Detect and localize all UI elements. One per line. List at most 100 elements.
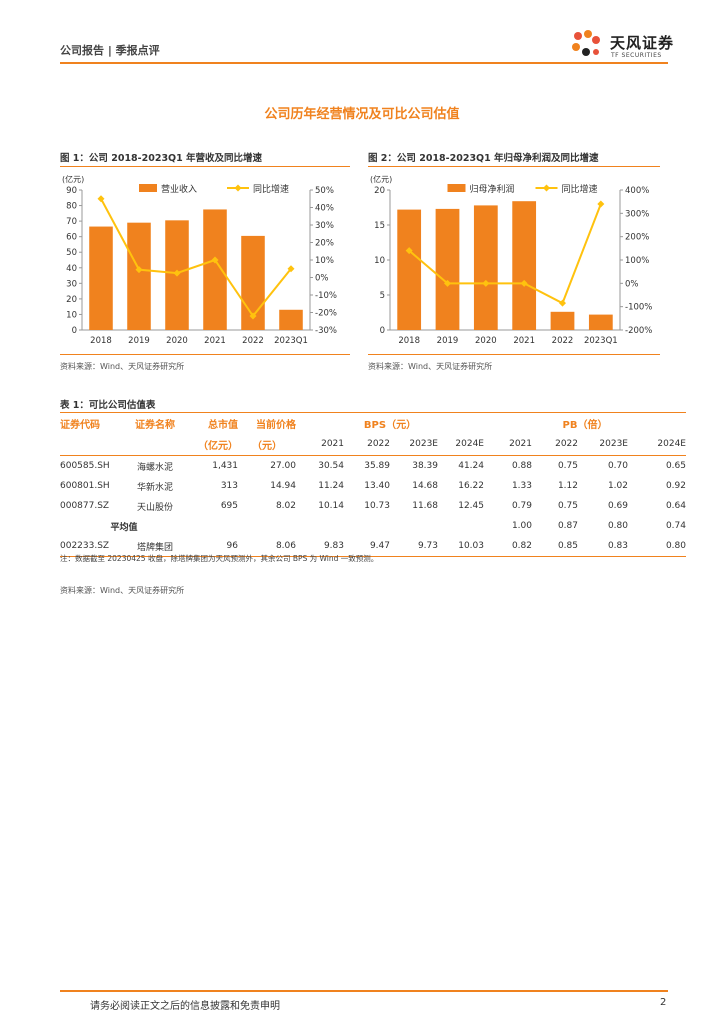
- bar: [89, 226, 113, 330]
- table-cell: 0.82: [484, 536, 532, 557]
- y2-tick-label: -200%: [625, 326, 652, 336]
- growth-line: [100, 198, 292, 318]
- table-cell: 海螺水泥: [122, 455, 188, 476]
- page-header: 公司报告 | 季报点评: [60, 38, 668, 62]
- brand-sub: TF SECURITIES: [611, 52, 662, 59]
- growth-point: [520, 279, 528, 287]
- th-year: 2022: [367, 439, 390, 449]
- x-tick-label: 2022: [242, 336, 264, 346]
- avg-value: 0.74: [665, 521, 686, 531]
- x-tick-label: 2020: [475, 336, 497, 346]
- bar: [203, 209, 227, 330]
- tf-logo-icon: [572, 30, 600, 56]
- y2-tick-label: 50%: [315, 186, 334, 196]
- table-cell: 8.06: [238, 536, 296, 557]
- report-type: 公司报告 | 季报点评: [60, 44, 160, 57]
- table-cell: 1.02: [607, 481, 628, 491]
- table-cell: 600585.SH: [60, 455, 122, 476]
- table-cell: 9.73: [390, 536, 438, 557]
- y-tick-label: 80: [66, 202, 77, 212]
- fig1-title: 图 1：公司 2018-2023Q1 年营收及同比增速: [60, 153, 263, 164]
- x-tick-label: 2023Q1: [584, 336, 618, 346]
- bar: [397, 209, 422, 330]
- th-price-unit: （元）: [252, 440, 282, 452]
- table-cell: 38.39: [390, 455, 438, 476]
- avg-label: 平均值: [110, 522, 138, 533]
- y-tick-label: 0: [72, 326, 77, 336]
- y-tick-label: 90: [66, 186, 77, 196]
- table-cell: 0.64: [665, 501, 686, 511]
- table-cell: 0.69: [607, 501, 628, 511]
- table-cell: 16.22: [458, 481, 484, 491]
- table-cell: 14.94: [270, 481, 296, 491]
- table-cell: 313: [220, 481, 238, 491]
- th-mcap-unit: （亿元）: [198, 440, 238, 452]
- table-cell: 天山股份: [136, 502, 173, 513]
- table-cell: 塔牌集团: [122, 536, 188, 557]
- table-cell: 0.75: [532, 455, 578, 476]
- table-cell: 0.70: [578, 455, 628, 476]
- legend-line-marker: [234, 184, 242, 192]
- x-tick-label: 2022: [552, 336, 574, 346]
- table-source: 资料来源：Wind、天风证券研究所: [60, 586, 185, 595]
- y-tick-label: 15: [374, 221, 385, 231]
- y-unit-label: (亿元): [62, 174, 84, 184]
- table-cell: 9.83: [296, 536, 344, 557]
- table-cell: 27.00: [238, 455, 296, 476]
- growth-point: [444, 279, 451, 287]
- table-cell: 30.54: [296, 455, 344, 476]
- table-cell: 0.83: [578, 536, 628, 557]
- growth-line: [408, 203, 602, 305]
- th-year: 2023E: [409, 439, 438, 449]
- y2-tick-label: 10%: [315, 256, 334, 266]
- y-tick-label: 10: [374, 256, 385, 266]
- table-cell: 0.85: [532, 536, 578, 557]
- table-row: 600801.SH 华新水泥 313 14.94 11.24 13.40 14.68 16.2…: [60, 476, 686, 496]
- table-cell: 0.80: [628, 536, 686, 557]
- table-row-average: 平均值 1.00 0.87 0.80 0.74: [60, 516, 686, 536]
- table-row: 000877.SZ 天山股份 695 8.02 10.14 10.73 11.68 12.45…: [60, 496, 686, 516]
- bar: [512, 201, 537, 330]
- valuation-table: 证券代码 证券名称 总市值 当前价格 BPS（元） PB（倍） （亿元） （元）…: [60, 413, 686, 557]
- y-unit-label: (亿元): [370, 174, 392, 184]
- growth-point: [249, 312, 257, 320]
- y2-tick-label: 100%: [625, 256, 649, 266]
- x-tick-label: 2021: [513, 336, 535, 346]
- y-tick-label: 0: [380, 326, 385, 336]
- bar: [550, 311, 575, 330]
- y-tick-label: 40: [66, 264, 77, 274]
- y2-tick-label: 400%: [625, 186, 649, 196]
- page-number: 2: [660, 997, 667, 1008]
- y2-tick-label: 0%: [315, 274, 329, 284]
- growth-point: [482, 279, 490, 287]
- table-cell: 0.79: [511, 501, 532, 511]
- growth-point: [135, 266, 143, 274]
- x-tick-label: 2018: [90, 336, 112, 346]
- legend-line-label: 同比增速: [562, 183, 598, 195]
- table-cell: 35.89: [344, 455, 390, 476]
- table-cell: 10.73: [364, 501, 390, 511]
- legend-line-label: 同比增速: [253, 183, 289, 195]
- table-cell: 1.33: [511, 481, 532, 491]
- y-tick-label: 50: [66, 248, 77, 258]
- table-cell: 695: [220, 501, 238, 511]
- bar: [127, 222, 151, 330]
- table-cell: 0.88: [484, 455, 532, 476]
- table-cell: 1,431: [188, 455, 238, 476]
- table-cell: 华新水泥: [136, 482, 173, 493]
- legend-line-marker: [543, 184, 550, 192]
- growth-point: [597, 200, 605, 208]
- table-cell: 0.75: [557, 501, 578, 511]
- table-cell: 10.03: [438, 536, 484, 557]
- table-cell: 13.40: [364, 481, 390, 491]
- bar: [588, 314, 613, 330]
- table-cell: 002233.SZ: [60, 536, 122, 557]
- growth-point: [211, 256, 219, 264]
- growth-point: [559, 299, 566, 307]
- th-bps: BPS（元）: [363, 419, 417, 431]
- th-year: 2021: [321, 439, 344, 449]
- x-tick-label: 2019: [128, 336, 150, 346]
- table-cell: 10.14: [318, 501, 344, 511]
- y-tick-label: 20: [66, 295, 77, 305]
- growth-point: [173, 269, 181, 277]
